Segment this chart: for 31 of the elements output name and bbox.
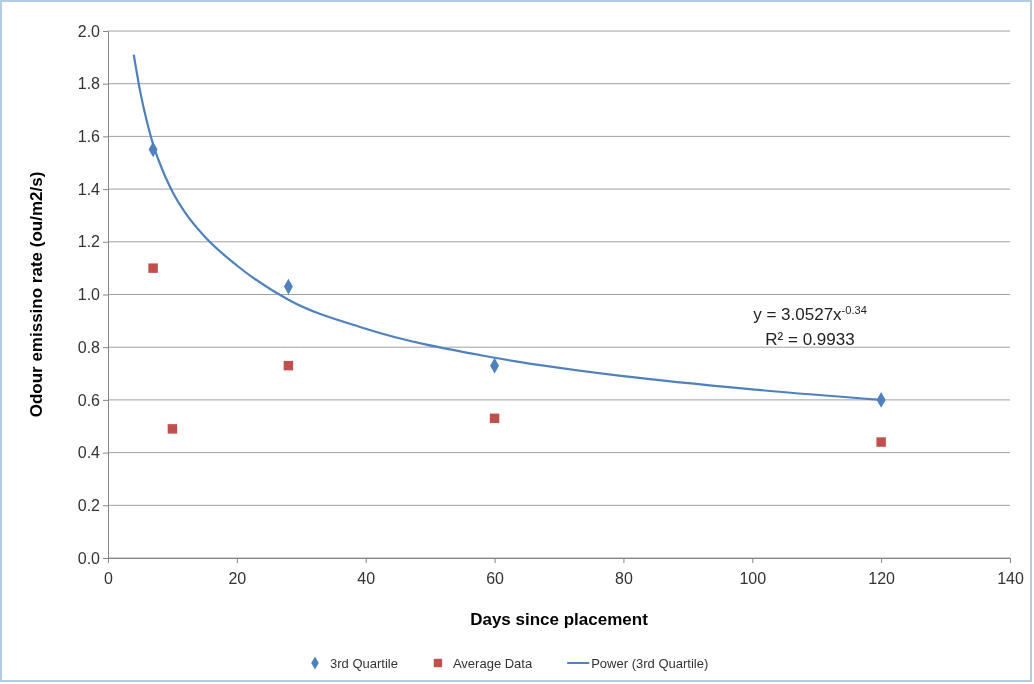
x-tick-label: 80 <box>615 569 633 587</box>
x-tick-label: 100 <box>739 569 767 587</box>
x-tick-label: 40 <box>357 569 376 587</box>
y-tick-label: 1.6 <box>77 128 101 146</box>
legend-label: 3rd Quartile <box>330 656 398 671</box>
y-tick-label: 0.8 <box>77 338 101 356</box>
x-tick-label: 20 <box>228 569 247 587</box>
point <box>148 263 158 273</box>
point <box>489 413 500 424</box>
y-tick-label: 1.0 <box>77 286 101 304</box>
x-tick-label: 60 <box>486 569 505 587</box>
y-tick-label: 0.6 <box>77 391 101 409</box>
y-tick-label: 2.0 <box>77 22 101 40</box>
x-axis-title: Days since placement <box>470 610 649 629</box>
point <box>167 424 178 434</box>
y-tick-label: 0.0 <box>77 549 101 567</box>
legend-label: Average Data <box>452 656 533 671</box>
y-tick-label: 1.2 <box>77 233 101 251</box>
y-axis-title: Odour emissino rate (ou/m2/s) <box>27 171 46 418</box>
y-tick-label: 1.4 <box>77 180 101 198</box>
y-tick-label: 0.4 <box>77 444 101 462</box>
x-tick-label: 120 <box>868 569 896 587</box>
annotation: R² = 0.9933 <box>765 330 855 349</box>
y-tick-label: 0.2 <box>77 496 101 514</box>
point <box>876 437 886 447</box>
annotation: y = 3.0527x$^{-0.34}$ <box>753 304 867 324</box>
x-tick-label: 0 <box>104 569 114 587</box>
legend-label: Power (3rd Quartile) <box>591 656 709 671</box>
x-tick-label: 140 <box>997 569 1024 587</box>
point <box>283 360 294 371</box>
y-tick-label: 1.8 <box>77 75 101 93</box>
